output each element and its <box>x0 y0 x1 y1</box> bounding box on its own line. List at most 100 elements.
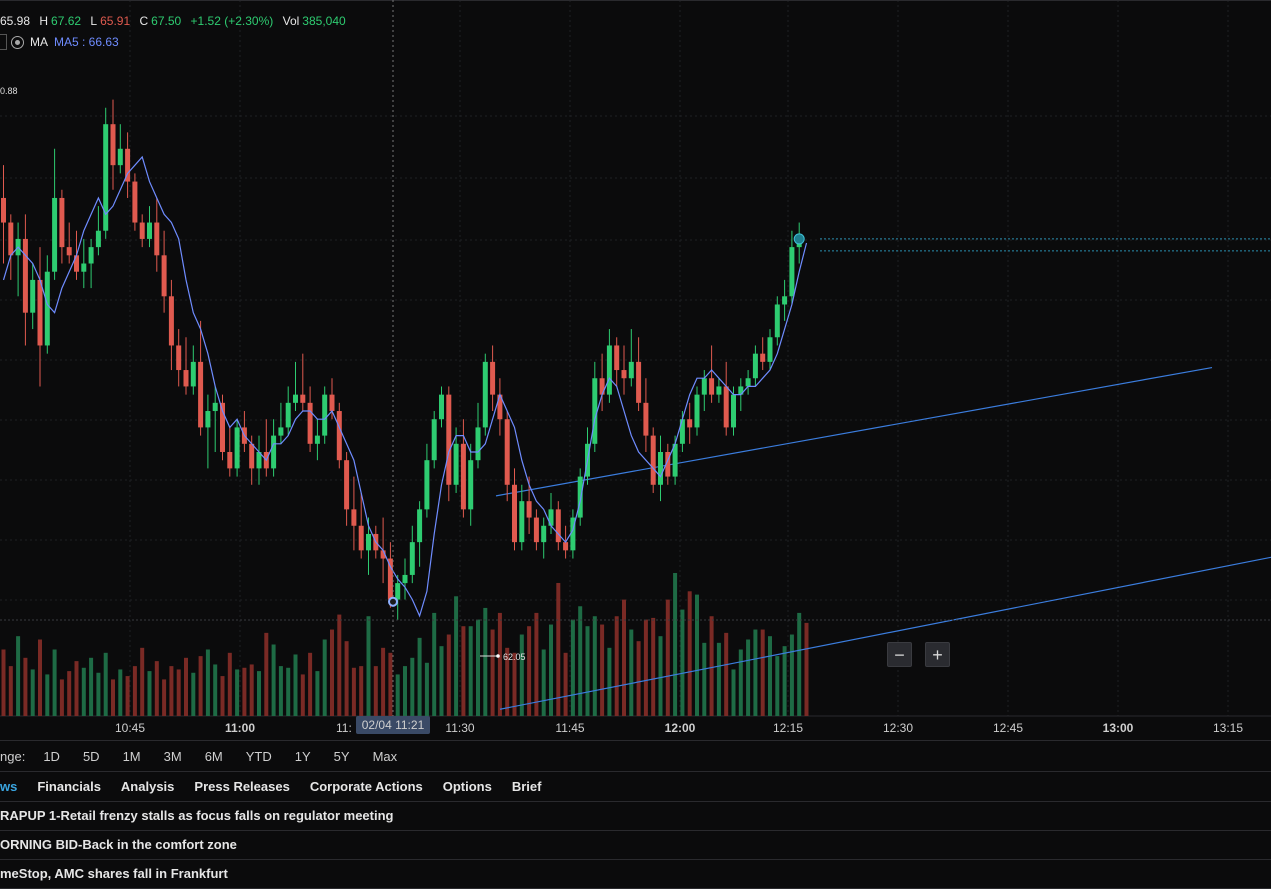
volume-bars <box>1 573 809 716</box>
candle-body <box>351 509 357 526</box>
range-max[interactable]: Max <box>372 748 398 764</box>
volume-bar <box>286 667 291 716</box>
price-chart[interactable]: 62.05 10:45 11:00 11: 11:30 11:45 12:00 12:15 1… <box>0 0 1271 740</box>
range-3m[interactable]: 3M <box>163 748 182 764</box>
range-6m[interactable]: 6M <box>204 748 223 764</box>
volume-bar <box>351 667 356 716</box>
candle-body <box>555 509 561 543</box>
candle-body <box>139 222 145 239</box>
volume-bar <box>746 639 751 716</box>
change-value: +1.52 (+2.30%) <box>190 14 274 28</box>
range-5d[interactable]: 5D <box>82 748 100 764</box>
candle-body <box>439 394 444 420</box>
volume-bar <box>67 671 72 716</box>
volume-bar <box>147 671 152 716</box>
candle-body <box>227 452 233 469</box>
candle-body <box>176 345 182 371</box>
low-marker-label: 62.05 <box>503 652 526 662</box>
volume-bar <box>257 671 261 716</box>
indicator-name[interactable]: MA <box>30 35 48 49</box>
candle-body <box>1 197 6 223</box>
candle-body <box>190 361 196 387</box>
candle-body <box>22 238 28 313</box>
volume-bar <box>59 679 64 716</box>
range-ytd[interactable]: YTD <box>245 748 272 764</box>
range-5y[interactable]: 5Y <box>333 748 350 764</box>
candle-body <box>679 419 685 444</box>
volume-bar <box>789 634 794 716</box>
time-tick-label: 11:00 <box>225 721 255 735</box>
volume-bar <box>665 599 670 716</box>
news-item[interactable]: meStop, AMC shares fall in Frankfurt <box>0 860 1271 889</box>
range-1m[interactable]: 1M <box>122 748 141 764</box>
eye-icon[interactable] <box>11 35 24 49</box>
volume-bar <box>154 661 159 716</box>
volume-bar <box>395 674 400 716</box>
candle-body <box>249 443 255 469</box>
candle-body <box>395 583 401 600</box>
tab-options[interactable]: Options <box>442 779 492 794</box>
candle-body <box>66 247 72 256</box>
volume-bar <box>8 666 13 716</box>
candle-body <box>8 222 14 256</box>
candle-body <box>154 222 160 256</box>
tab-analysis[interactable]: Analysis <box>120 779 175 794</box>
candle-body <box>687 419 693 428</box>
candle-body <box>380 550 386 559</box>
candle-body <box>147 222 152 239</box>
volume-bar <box>519 634 524 716</box>
volume-bar <box>111 679 115 716</box>
candle-body <box>322 394 328 436</box>
candle-body <box>329 394 335 412</box>
volume-value: 385,040 <box>302 14 346 28</box>
candle-body <box>731 394 736 428</box>
volume-bar <box>300 674 305 716</box>
volume-bar <box>497 612 502 716</box>
tab-brief[interactable]: Brief <box>511 779 542 794</box>
tab-corporate-actions[interactable]: Corporate Actions <box>309 779 423 794</box>
candle-body <box>694 394 700 428</box>
volume-bar <box>205 649 210 716</box>
candle-body <box>132 181 138 223</box>
candle-body <box>234 427 240 469</box>
volume-bar <box>278 666 283 716</box>
volume-bar <box>38 639 42 716</box>
candle-body <box>526 501 532 518</box>
volume-bar <box>731 669 736 716</box>
news-item[interactable]: ORNING BID-Back in the comfort zone <box>0 831 1271 860</box>
candle-body <box>271 435 277 469</box>
candle-body <box>716 386 722 395</box>
volume-bar <box>293 654 298 716</box>
low-value: 65.91 <box>100 14 131 28</box>
candle-body <box>533 517 539 543</box>
tab-financials[interactable]: Financials <box>37 779 101 794</box>
volume-bar <box>89 657 94 716</box>
tab-press-releases[interactable]: Press Releases <box>194 779 290 794</box>
volume-bar <box>388 652 393 716</box>
volume-bar <box>600 624 605 716</box>
time-tick-label: 12:15 <box>773 721 803 735</box>
volume-bar <box>366 616 371 716</box>
volume-bar <box>213 664 218 716</box>
news-item[interactable]: RAPUP 1-Retail frenzy stalls as focus fa… <box>0 802 1271 831</box>
volume-bar <box>315 671 320 716</box>
volume-bar <box>417 637 422 716</box>
indicator-collapse-handle[interactable] <box>0 34 7 50</box>
volume-bar <box>461 626 466 716</box>
zoom-out-button[interactable]: − <box>887 642 912 667</box>
tab-news[interactable]: ws <box>0 779 18 794</box>
candle-body <box>497 394 503 420</box>
candle-body <box>650 435 656 485</box>
volume-bar <box>118 669 123 716</box>
volume-bar <box>651 617 656 716</box>
time-tick-label: 11:45 <box>555 721 584 735</box>
ma5-value: MA5 : 66.63 <box>54 35 119 49</box>
time-tick-label: 11: <box>336 721 352 735</box>
range-1d[interactable]: 1D <box>43 748 60 764</box>
candle-body <box>81 263 87 272</box>
volume-bar <box>81 667 86 716</box>
range-1y[interactable]: 1Y <box>294 748 311 764</box>
zoom-in-button[interactable]: + <box>925 642 950 667</box>
candle-body <box>417 509 423 543</box>
volume-bar <box>140 647 145 716</box>
